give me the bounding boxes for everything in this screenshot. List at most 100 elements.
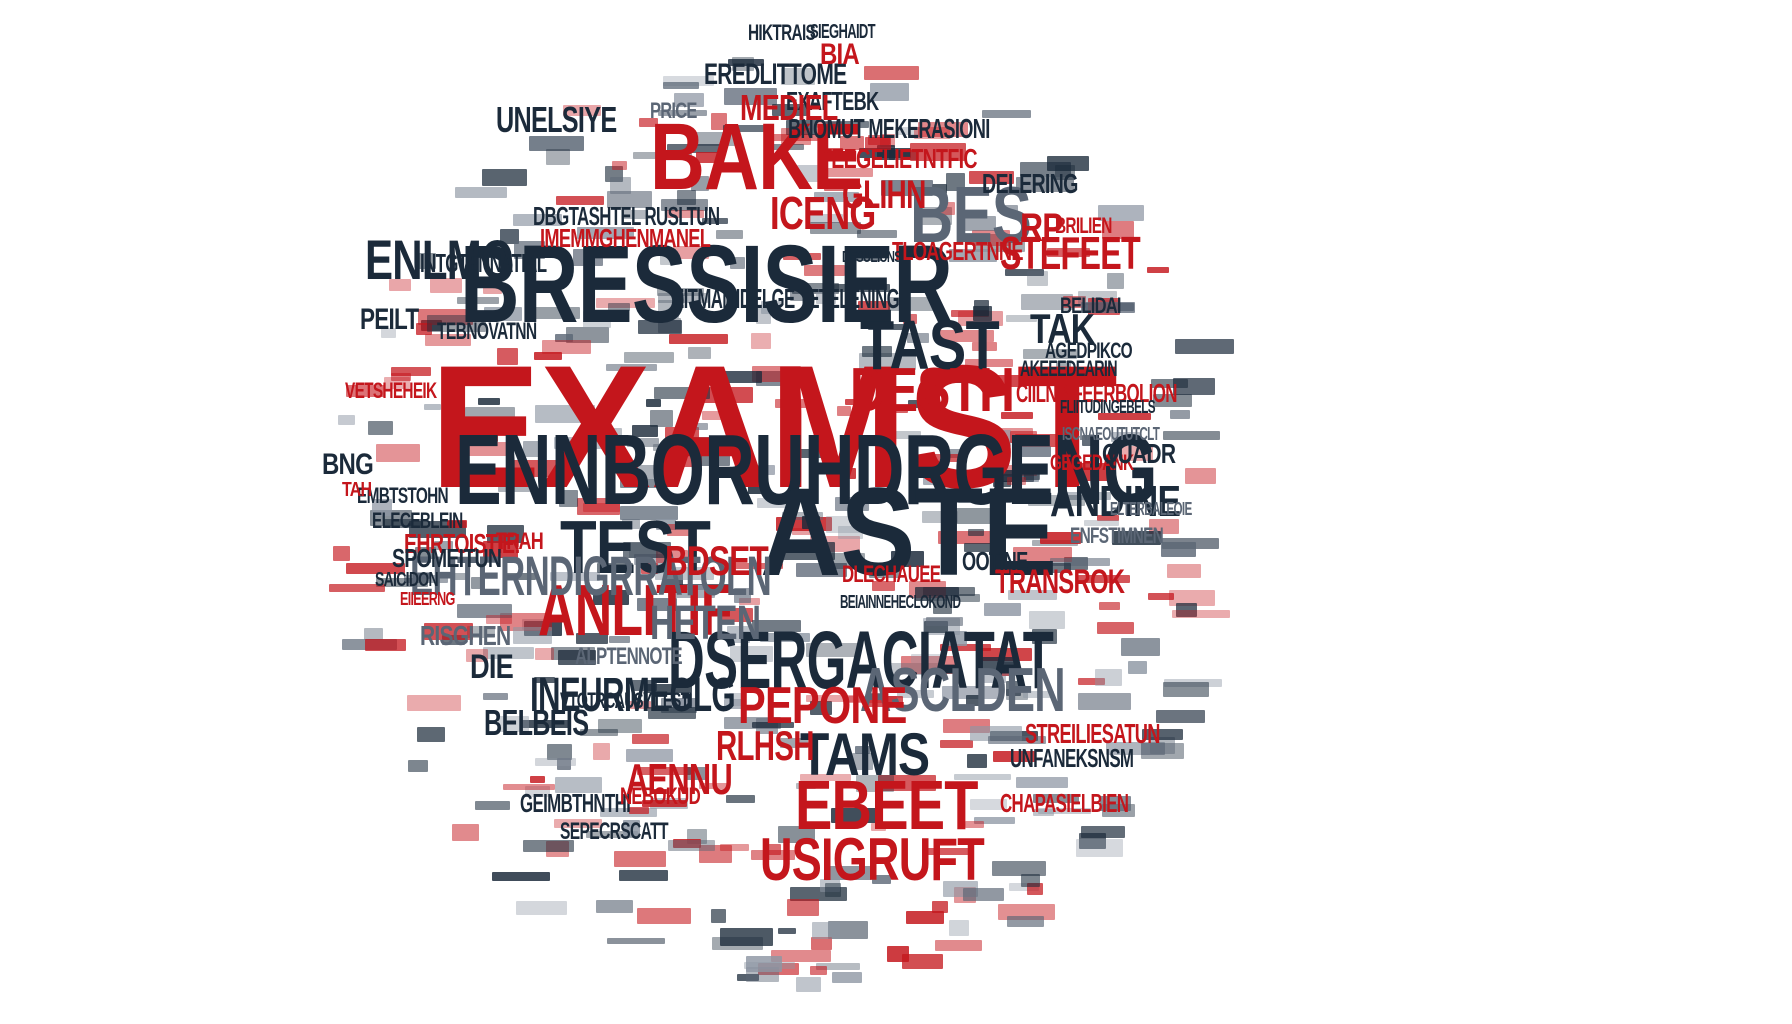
texture-glyph [950, 310, 989, 318]
texture-glyph [880, 179, 934, 196]
cloud-word: ALPTENNOTE [575, 643, 683, 670]
texture-glyph [662, 75, 714, 86]
texture-glyph [675, 422, 709, 431]
cloud-word: AENNU [626, 755, 733, 804]
texture-glyph [535, 405, 595, 423]
texture-glyph [895, 127, 919, 135]
texture-glyph [809, 214, 843, 224]
texture-glyph [797, 165, 821, 182]
cloud-word: DIE [470, 648, 514, 686]
texture-glyph [763, 843, 782, 856]
texture-glyph [672, 245, 710, 260]
texture-glyph [667, 143, 726, 154]
cloud-word: STREILIESATUN [1025, 718, 1160, 749]
texture-glyph [940, 643, 992, 652]
texture-glyph [433, 541, 453, 551]
texture-glyph [780, 738, 808, 748]
cloud-word: UNELSIYE [496, 99, 617, 140]
texture-glyph [596, 563, 633, 573]
texture-glyph [483, 306, 522, 322]
texture-glyph [654, 386, 711, 400]
cloud-word: DESTH [850, 356, 1015, 425]
texture-glyph [647, 684, 692, 694]
texture-glyph [673, 92, 705, 107]
texture-glyph [809, 965, 828, 975]
texture-glyph [888, 296, 937, 311]
texture-glyph [667, 524, 695, 536]
texture-glyph [673, 698, 693, 711]
texture-glyph [923, 470, 944, 486]
texture-glyph [656, 288, 704, 296]
texture-glyph [726, 626, 750, 643]
texture-glyph [954, 773, 1011, 781]
texture-glyph [800, 773, 851, 782]
texture-glyph [529, 306, 580, 320]
texture-glyph [1005, 680, 1022, 696]
cloud-word: ICENG [770, 187, 876, 239]
texture-glyph [698, 782, 728, 790]
texture-glyph [910, 654, 944, 664]
texture-glyph [407, 694, 461, 711]
texture-glyph [1163, 682, 1209, 697]
cloud-word: FLIITUDINGEBELS [1060, 397, 1156, 417]
texture-glyph [722, 562, 783, 569]
texture-glyph [771, 949, 831, 962]
texture-glyph [777, 928, 797, 935]
texture-glyph [1033, 794, 1080, 803]
texture-glyph [836, 405, 851, 416]
texture-glyph [1163, 430, 1220, 440]
texture-glyph [523, 839, 574, 852]
texture-glyph [1175, 602, 1198, 618]
texture-glyph [641, 563, 658, 575]
texture-glyph [1141, 728, 1183, 740]
texture-glyph [983, 603, 1021, 616]
texture-glyph [1111, 531, 1162, 546]
texture-glyph [555, 334, 574, 342]
cloud-word: BRESSISIER [460, 223, 953, 346]
texture-glyph [796, 976, 822, 992]
texture-glyph [870, 822, 887, 832]
texture-glyph [415, 547, 437, 560]
cloud-word: ELECEBLEIN [372, 508, 463, 533]
texture-glyph [987, 735, 1046, 744]
texture-glyph [990, 473, 1035, 483]
texture-glyph [606, 191, 653, 209]
texture-glyph [367, 421, 394, 435]
texture-glyph [546, 744, 573, 761]
texture-glyph [1020, 874, 1040, 888]
texture-glyph [384, 376, 410, 389]
texture-glyph [751, 850, 795, 861]
texture-glyph [673, 839, 701, 849]
texture-glyph [864, 137, 892, 151]
cloud-word: ENNBORUHDRGENG [455, 414, 1158, 526]
texture-glyph [834, 284, 890, 293]
texture-glyph [726, 795, 756, 804]
texture-glyph [620, 505, 679, 520]
texture-glyph [555, 776, 602, 794]
texture-glyph [1150, 379, 1189, 388]
texture-glyph [867, 323, 908, 331]
texture-glyph [659, 255, 680, 266]
texture-glyph [365, 639, 407, 651]
texture-glyph [852, 753, 874, 770]
texture-glyph [900, 655, 958, 674]
texture-glyph [969, 798, 1008, 810]
texture-glyph [1059, 491, 1111, 501]
texture-glyph [840, 135, 864, 151]
texture-glyph [1099, 796, 1131, 811]
texture-glyph [688, 347, 712, 360]
texture-glyph [448, 442, 508, 457]
texture-glyph [1127, 660, 1148, 675]
cloud-word: AGEDPIKCO [1045, 338, 1133, 363]
texture-glyph [941, 685, 1002, 700]
texture-glyph [627, 437, 659, 447]
texture-glyph [375, 577, 429, 587]
cloud-word: STEFEET [1000, 227, 1141, 279]
texture-glyph [499, 229, 520, 245]
texture-glyph [502, 783, 555, 791]
texture-glyph [723, 88, 778, 106]
cloud-word: ENLMO [365, 228, 514, 291]
texture-glyph [795, 782, 816, 790]
texture-glyph [767, 133, 818, 141]
